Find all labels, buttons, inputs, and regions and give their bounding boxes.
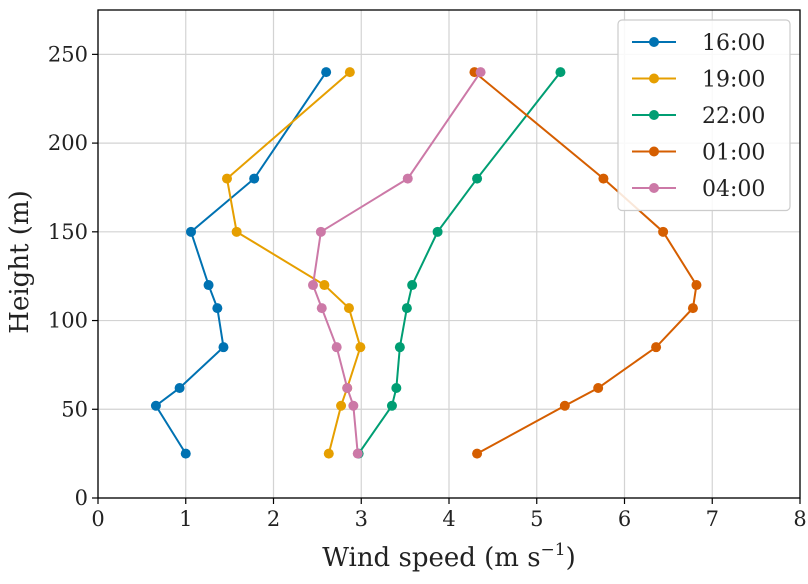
legend-swatch-marker bbox=[649, 73, 659, 84]
data-point bbox=[249, 173, 260, 184]
legend-swatch-marker bbox=[649, 183, 659, 193]
x-axis-label-superscript: −1 bbox=[541, 540, 566, 560]
series-1600 bbox=[150, 67, 332, 459]
legend-swatch-marker bbox=[649, 37, 659, 47]
x-tick-label: 0 bbox=[91, 507, 104, 531]
data-point bbox=[319, 280, 330, 291]
data-point bbox=[472, 173, 483, 184]
x-axis-label-main: Wind speed (m s bbox=[322, 543, 540, 573]
data-point bbox=[323, 448, 334, 459]
x-tick-label: 6 bbox=[618, 507, 631, 531]
x-tick-label: 8 bbox=[793, 507, 806, 531]
legend-box bbox=[617, 19, 791, 212]
data-point bbox=[231, 226, 242, 237]
legend-label: 19:00 bbox=[702, 68, 765, 93]
legend-label: 22:00 bbox=[702, 104, 765, 129]
data-point bbox=[658, 226, 669, 237]
data-point bbox=[355, 342, 366, 353]
data-point bbox=[331, 342, 342, 353]
x-axis-label-close: ) bbox=[566, 543, 576, 573]
data-point bbox=[343, 303, 354, 314]
data-point bbox=[394, 342, 405, 353]
data-point bbox=[150, 400, 161, 411]
x-tick-label: 7 bbox=[706, 507, 719, 531]
y-tick-label: 0 bbox=[75, 486, 88, 510]
data-point bbox=[391, 382, 402, 393]
data-point bbox=[307, 280, 318, 291]
y-tick-label: 100 bbox=[48, 309, 88, 333]
data-point bbox=[593, 382, 604, 393]
data-point bbox=[407, 280, 418, 291]
x-tick-label: 3 bbox=[355, 507, 368, 531]
data-point bbox=[691, 280, 702, 291]
legend-item: 01:00 bbox=[632, 141, 765, 166]
y-tick-label: 200 bbox=[48, 131, 88, 155]
data-point bbox=[401, 303, 412, 314]
y-axis-label: Height (m) bbox=[5, 190, 35, 333]
data-point bbox=[651, 342, 662, 353]
data-point bbox=[174, 382, 185, 393]
data-point bbox=[221, 173, 232, 184]
y-tick-label: 150 bbox=[48, 220, 88, 244]
x-axis-label: Wind speed (m s−1) bbox=[322, 540, 576, 573]
data-point bbox=[432, 226, 443, 237]
series-line bbox=[225, 71, 362, 454]
data-point bbox=[472, 448, 483, 459]
data-point bbox=[402, 173, 413, 184]
data-point bbox=[598, 173, 609, 184]
data-point bbox=[321, 67, 332, 78]
data-point bbox=[180, 448, 191, 459]
data-point bbox=[687, 303, 698, 314]
x-tick-label: 5 bbox=[530, 507, 543, 531]
y-tick-label: 50 bbox=[61, 397, 88, 421]
series-layer bbox=[150, 67, 702, 459]
data-point bbox=[555, 67, 566, 78]
series-line bbox=[311, 71, 482, 454]
axis-ticks: 0 1 2 3 4 5 6 7 8 0 50 100 150 200 250 bbox=[48, 42, 807, 531]
legend: 16:00 19:00 22:00 01:00 04:00 bbox=[617, 19, 791, 212]
data-point bbox=[344, 67, 355, 78]
legend-label: 01:00 bbox=[702, 141, 765, 166]
data-point bbox=[559, 400, 570, 411]
legend-label: 16:00 bbox=[702, 31, 765, 56]
data-point bbox=[186, 226, 197, 237]
data-point bbox=[212, 303, 223, 314]
series-1900 bbox=[221, 67, 366, 459]
data-point bbox=[336, 400, 347, 411]
legend-item: 22:00 bbox=[632, 104, 765, 129]
legend-item: 19:00 bbox=[632, 68, 765, 93]
legend-swatch-marker bbox=[649, 110, 659, 120]
y-tick-label: 250 bbox=[48, 42, 88, 66]
data-point bbox=[342, 382, 353, 393]
data-point bbox=[386, 400, 397, 411]
series-0400 bbox=[307, 67, 486, 459]
data-point bbox=[475, 67, 486, 78]
x-tick-label: 1 bbox=[179, 507, 192, 531]
legend-swatch-marker bbox=[649, 146, 659, 157]
x-tick-label: 2 bbox=[267, 507, 280, 531]
data-point bbox=[315, 226, 326, 237]
x-tick-label: 4 bbox=[442, 507, 455, 531]
data-point bbox=[218, 342, 229, 353]
legend-label: 04:00 bbox=[702, 177, 765, 202]
data-point bbox=[348, 400, 359, 411]
legend-item: 16:00 bbox=[632, 31, 765, 56]
data-point bbox=[316, 303, 327, 314]
series-2200 bbox=[353, 67, 566, 459]
series-line bbox=[154, 71, 327, 455]
data-point bbox=[203, 280, 214, 291]
legend-item: 04:00 bbox=[632, 177, 765, 202]
series-line bbox=[357, 71, 562, 455]
data-point bbox=[352, 448, 363, 459]
